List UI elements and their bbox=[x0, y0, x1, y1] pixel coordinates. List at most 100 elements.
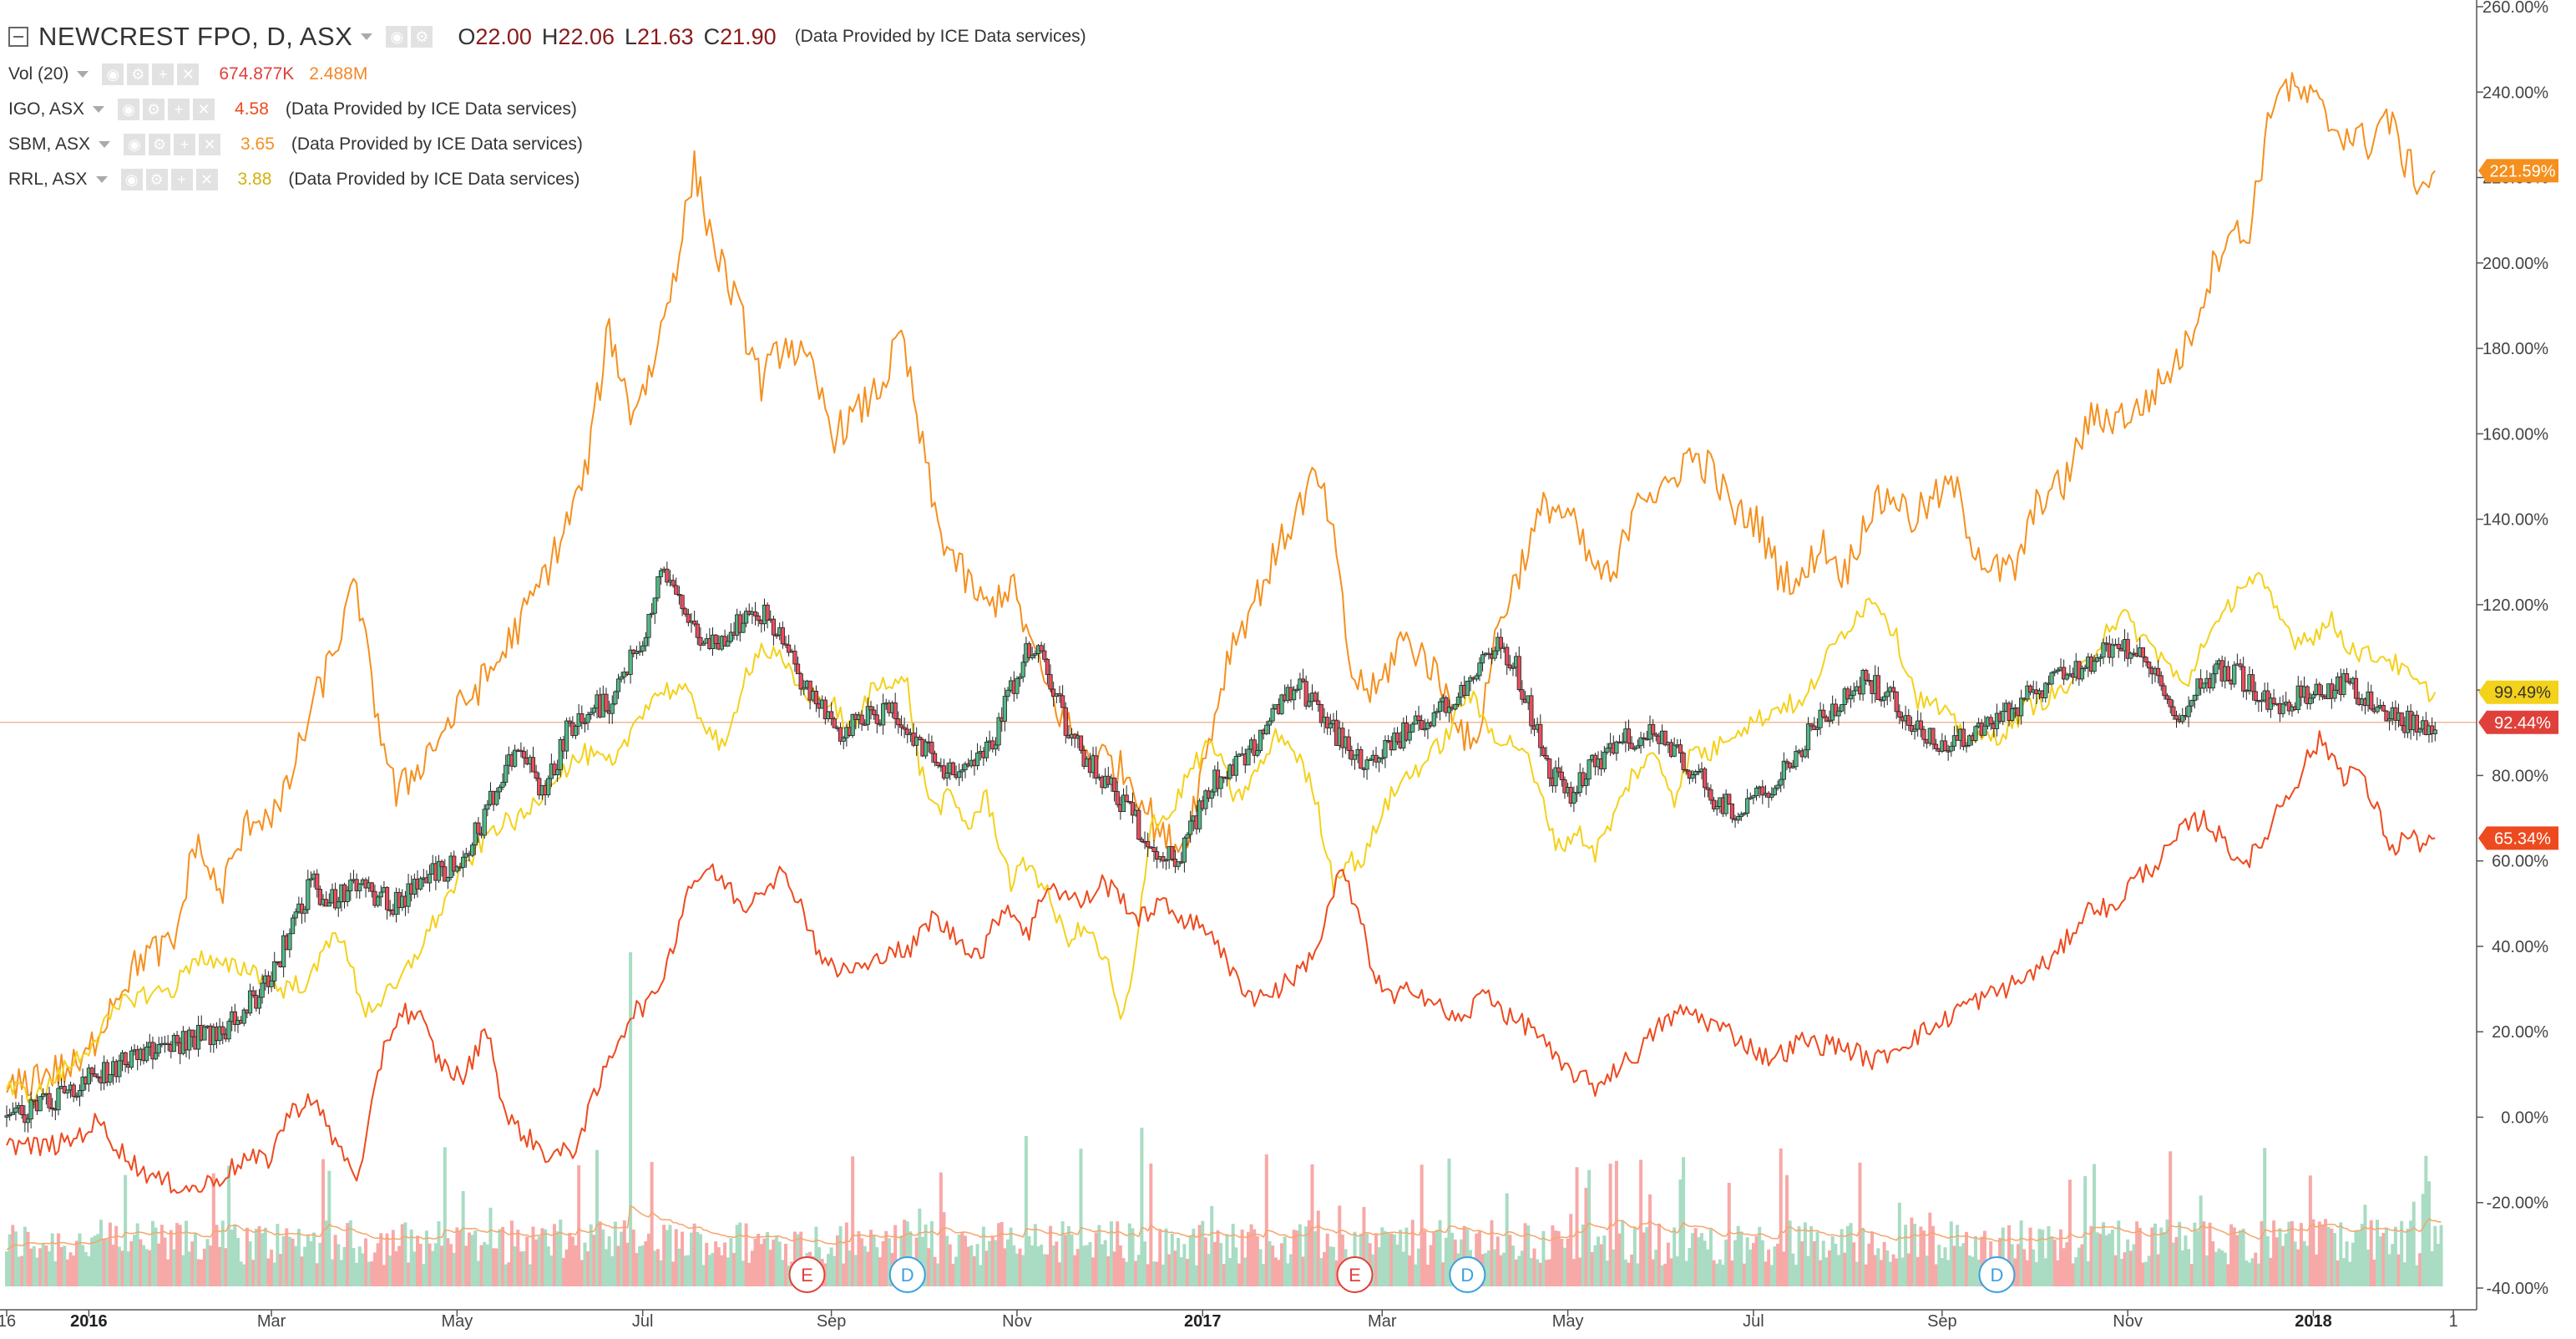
candle-body bbox=[1018, 676, 1023, 679]
eye-icon[interactable]: ◉ bbox=[120, 169, 143, 190]
eye-icon[interactable]: ◉ bbox=[118, 99, 140, 120]
volume-bar bbox=[367, 1261, 371, 1286]
candle bbox=[634, 646, 640, 660]
close-icon[interactable]: ✕ bbox=[199, 134, 221, 155]
volume-bar bbox=[1201, 1220, 1205, 1286]
candle-body bbox=[1651, 723, 1656, 735]
candle-body bbox=[1155, 851, 1160, 860]
caret-down-icon[interactable] bbox=[95, 176, 108, 183]
gear-icon[interactable]: ⚙ bbox=[411, 26, 433, 48]
candle bbox=[19, 1095, 24, 1119]
candle-body bbox=[2083, 667, 2088, 669]
compare-symbol[interactable]: SBM, ASX bbox=[8, 134, 91, 154]
volume-bar bbox=[1429, 1245, 1433, 1286]
volume-bar bbox=[2348, 1261, 2352, 1286]
candle-body bbox=[326, 902, 331, 907]
candle bbox=[2225, 661, 2231, 682]
plus-icon[interactable]: + bbox=[174, 134, 196, 155]
volume-bar bbox=[1425, 1265, 1430, 1286]
compare-symbol[interactable]: RRL, ASX bbox=[8, 170, 88, 189]
volume-bar bbox=[2059, 1229, 2062, 1286]
caret-down-icon[interactable] bbox=[361, 33, 373, 40]
eye-icon[interactable]: ◉ bbox=[124, 134, 146, 155]
volume-bar bbox=[1891, 1254, 1895, 1286]
candle-body bbox=[504, 764, 509, 783]
volume-label[interactable]: Vol (20) bbox=[8, 64, 69, 84]
candle bbox=[555, 759, 560, 783]
volume-bar bbox=[1392, 1234, 1396, 1286]
caret-down-icon[interactable] bbox=[93, 106, 105, 113]
candle bbox=[65, 1089, 70, 1099]
close-icon[interactable]: ✕ bbox=[195, 169, 218, 190]
volume-bar bbox=[50, 1233, 54, 1286]
volume-bar bbox=[522, 1250, 526, 1286]
candle bbox=[482, 804, 487, 839]
caret-down-icon[interactable] bbox=[99, 141, 111, 148]
gear-icon[interactable]: ⚙ bbox=[145, 169, 168, 190]
volume-bar bbox=[504, 1264, 508, 1286]
volume-bar bbox=[1934, 1264, 1938, 1286]
volume-bar bbox=[2056, 1260, 2060, 1286]
volume-bar bbox=[1900, 1257, 1905, 1286]
plus-icon[interactable]: + bbox=[170, 169, 193, 190]
candle-body bbox=[1745, 798, 1750, 814]
candle bbox=[1653, 732, 1658, 742]
volume-bar bbox=[838, 1225, 843, 1286]
volume-bar bbox=[1614, 1160, 1618, 1286]
candle-body bbox=[1742, 813, 1747, 815]
eye-icon[interactable]: ◉ bbox=[386, 26, 408, 48]
candle-body bbox=[832, 718, 837, 728]
volume-bar bbox=[638, 1245, 642, 1286]
candle bbox=[798, 672, 803, 696]
candle-body bbox=[628, 649, 633, 675]
gear-icon[interactable]: ⚙ bbox=[143, 99, 165, 120]
volume-bar bbox=[2071, 1263, 2075, 1286]
candle-body bbox=[272, 961, 277, 981]
gear-icon[interactable]: ⚙ bbox=[127, 63, 149, 85]
volume-bar bbox=[1030, 1245, 1035, 1286]
plus-icon[interactable]: + bbox=[152, 63, 175, 85]
x-tick-label: Sep bbox=[1927, 1312, 1957, 1331]
candle-body bbox=[513, 749, 518, 767]
close-icon[interactable]: ✕ bbox=[177, 63, 200, 85]
compare-symbol[interactable]: IGO, ASX bbox=[8, 99, 85, 119]
candle-body bbox=[1520, 689, 1525, 700]
candle-body bbox=[902, 727, 907, 730]
volume-bar bbox=[665, 1230, 669, 1286]
volume-bar bbox=[2180, 1250, 2184, 1286]
volume-bar bbox=[2357, 1230, 2361, 1286]
candle bbox=[1949, 741, 1954, 757]
candle-body bbox=[783, 643, 788, 646]
candle bbox=[640, 641, 645, 657]
gear-icon[interactable]: ⚙ bbox=[149, 134, 171, 155]
close-icon[interactable]: ✕ bbox=[193, 99, 215, 120]
volume-bar bbox=[2290, 1220, 2294, 1286]
caret-down-icon[interactable] bbox=[77, 71, 89, 78]
x-tick-label: Nov bbox=[2113, 1312, 2143, 1331]
candle bbox=[1298, 672, 1303, 700]
main-symbol-title[interactable]: NEWCREST FPO, D, ASX bbox=[38, 22, 353, 51]
volume-bar bbox=[1225, 1235, 1229, 1286]
candle bbox=[622, 667, 627, 684]
volume-bar bbox=[1316, 1210, 1320, 1286]
volume-bar bbox=[2034, 1261, 2038, 1286]
series-line-rrl bbox=[6, 571, 2437, 1106]
volume-bar bbox=[2421, 1194, 2425, 1286]
candle-body bbox=[774, 634, 779, 637]
candle bbox=[1571, 786, 1576, 813]
eye-icon[interactable]: ◉ bbox=[102, 63, 124, 85]
plus-icon[interactable]: + bbox=[168, 99, 190, 120]
volume-bar bbox=[230, 1229, 234, 1286]
volume-bar bbox=[1420, 1164, 1424, 1286]
candle bbox=[2098, 653, 2103, 667]
collapse-icon[interactable] bbox=[8, 27, 28, 47]
volume-bar bbox=[1136, 1255, 1141, 1286]
candle-body bbox=[604, 693, 609, 712]
volume-bar bbox=[8, 1234, 12, 1286]
volume-bar bbox=[2062, 1248, 2066, 1286]
candle bbox=[1078, 735, 1084, 754]
candle bbox=[752, 601, 758, 626]
volume-bar bbox=[640, 1245, 645, 1286]
volume-bar bbox=[1612, 1249, 1616, 1286]
